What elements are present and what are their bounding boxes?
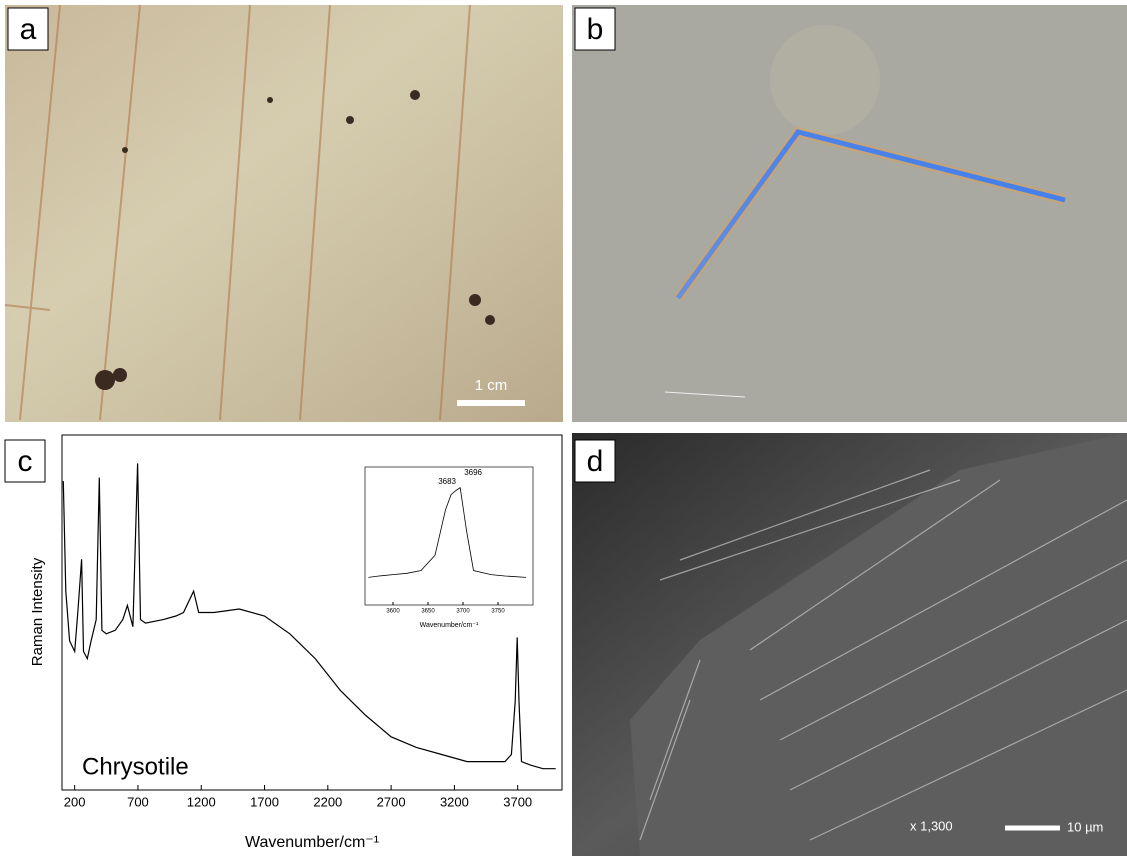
panel-d: x 1,300 10 µm d <box>572 433 1127 856</box>
x-tick-label: 2200 <box>313 794 342 809</box>
panel-a: 1 cm a <box>5 5 563 422</box>
x-tick-label: 3650 <box>421 609 435 615</box>
panel-label: d <box>587 445 604 478</box>
x-tick-label: 1700 <box>250 794 279 809</box>
figure: 1 cm a b c Raman Intensity Wavenumber/cm… <box>0 0 1127 856</box>
x-tick-label: 700 <box>127 794 149 809</box>
x-tick-label: 2700 <box>377 794 406 809</box>
panel-c: c Raman Intensity Wavenumber/cm⁻¹ Chryso… <box>5 435 562 851</box>
scale-label: 10 µm <box>1067 819 1103 834</box>
peak-label: 3683 <box>438 477 456 486</box>
x-tick-label: 3750 <box>491 609 505 615</box>
x-tick-label: 200 <box>64 794 86 809</box>
y-axis-label: Raman Intensity <box>29 557 46 666</box>
peak-label: 3696 <box>464 468 482 477</box>
inset-frame <box>365 467 533 605</box>
panel-label: b <box>587 13 604 46</box>
scale-label: 1 cm <box>475 377 508 394</box>
magnification: x 1,300 <box>910 818 953 833</box>
annotation: Chrysotile <box>82 753 189 780</box>
photo <box>5 5 563 422</box>
x-tick-label: 1200 <box>187 794 216 809</box>
inset-x-axis-label: Wavenumber/cm⁻¹ <box>420 622 479 629</box>
panel-label: a <box>20 13 37 46</box>
x-axis-label: Wavenumber/cm⁻¹ <box>245 834 379 851</box>
x-tick-label: 3200 <box>440 794 469 809</box>
bubble <box>770 25 880 135</box>
panel-label: c <box>18 445 33 478</box>
panel-b: b <box>572 5 1127 422</box>
x-tick-label: 3700 <box>456 609 470 615</box>
x-tick-label: 3600 <box>386 609 400 615</box>
x-tick-label: 3700 <box>503 794 532 809</box>
